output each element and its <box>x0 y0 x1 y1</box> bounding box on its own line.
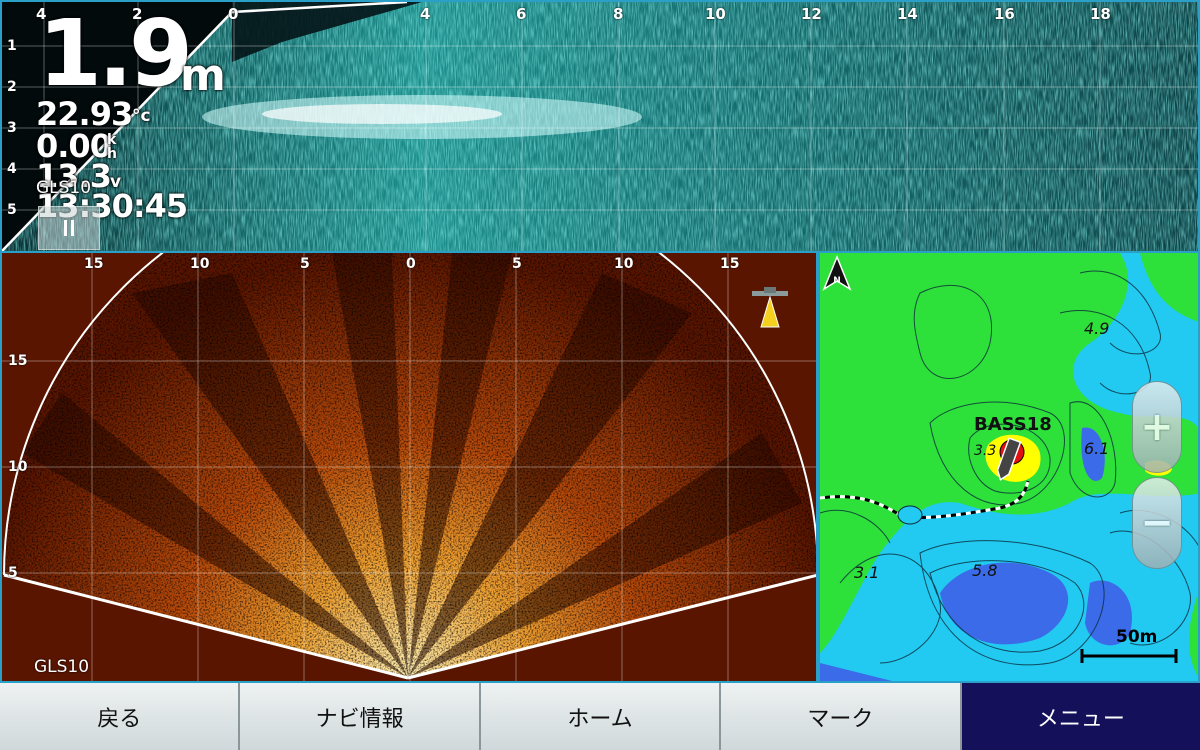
top-y-tick: 3 <box>7 120 17 136</box>
speed-unit-top: k <box>107 132 117 148</box>
north-arrow-icon[interactable]: N <box>820 253 854 293</box>
chart-map-pane[interactable]: 4.9 6.1 3.3 5.8 3.1 BASS18 50m N + − <box>818 253 1200 683</box>
zoom-out-icon: − <box>1140 500 1174 546</box>
zoom-in-button[interactable]: + <box>1132 381 1182 473</box>
fan-x-tick: 5 <box>300 256 310 272</box>
mark-button[interactable]: マーク <box>721 683 962 750</box>
back-button[interactable]: 戻る <box>0 683 241 750</box>
sonar-echo-background <box>2 2 1198 251</box>
top-x-tick: 18 <box>1090 5 1111 23</box>
water-temp-readout: 22.93 <box>36 95 133 133</box>
top-y-tick: 2 <box>7 79 17 95</box>
voltage-unit: v <box>110 172 122 192</box>
contour-map <box>820 253 1198 681</box>
side-view-sonar-pane[interactable]: 4 2 0 4 6 8 10 12 14 16 18 1 2 3 4 5 1.9… <box>0 0 1200 253</box>
top-x-tick: 14 <box>897 5 918 23</box>
fan-y-tick: 5 <box>8 565 18 581</box>
home-button[interactable]: ホーム <box>480 683 722 750</box>
top-x-tick: 8 <box>613 5 624 23</box>
top-x-tick: 6 <box>516 5 527 23</box>
svg-text:N: N <box>833 276 841 286</box>
depth-readout: 1.9 <box>38 0 193 107</box>
top-x-tick: 2 <box>132 5 143 23</box>
nav-info-button[interactable]: ナビ情報 <box>240 683 481 750</box>
top-x-tick: 4 <box>36 5 47 23</box>
pause-icon <box>62 220 76 236</box>
fan-x-tick: 0 <box>406 256 416 272</box>
scale-label: 50m <box>1116 627 1158 647</box>
top-y-tick: 5 <box>7 202 17 218</box>
top-x-tick: 12 <box>801 5 822 23</box>
top-y-tick: 4 <box>7 161 17 177</box>
front-view-sonar-pane[interactable]: 15 10 5 0 5 10 15 15 10 5 GLS10 <box>0 253 818 683</box>
speed-unit-bottom: h <box>107 146 117 162</box>
fan-x-tick: 5 <box>512 256 522 272</box>
fan-y-tick: 15 <box>8 353 28 369</box>
pause-button[interactable] <box>38 206 100 250</box>
contour-depth-label: 6.1 <box>1084 439 1110 458</box>
fan-x-tick: 10 <box>614 256 634 272</box>
fan-x-tick: 10 <box>190 256 210 272</box>
transducer-icon <box>752 287 788 328</box>
fan-sonar-graphic <box>2 253 816 681</box>
fan-source-label: GLS10 <box>34 657 90 677</box>
contour-depth-label: 4.9 <box>1084 319 1110 338</box>
water-temp-unit: °c <box>132 106 151 126</box>
top-x-tick: 4 <box>420 5 431 23</box>
contour-depth-label: 5.8 <box>972 561 998 580</box>
zoom-out-button[interactable]: − <box>1132 477 1182 569</box>
top-x-tick: 16 <box>994 5 1015 23</box>
contour-depth-label: 3.1 <box>854 563 880 582</box>
menu-button[interactable]: メニュー <box>961 683 1200 750</box>
fan-x-tick: 15 <box>720 256 740 272</box>
fan-x-tick: 15 <box>84 256 104 272</box>
voltage-readout: 13.3 <box>36 157 112 195</box>
speed-readout: 0.00 <box>36 127 112 165</box>
top-x-tick: 0 <box>228 5 239 23</box>
top-source-label: GLS10 <box>36 178 92 198</box>
bottom-button-bar: 戻る ナビ情報 ホーム マーク メニュー <box>0 683 1200 750</box>
top-x-tick: 10 <box>705 5 726 23</box>
waypoint-label[interactable]: BASS18 <box>974 414 1052 435</box>
depth-unit: m <box>180 50 226 101</box>
fan-y-tick: 10 <box>8 459 28 475</box>
zoom-in-icon: + <box>1140 404 1174 450</box>
top-y-tick: 1 <box>7 38 17 54</box>
contour-depth-label: 3.3 <box>974 443 997 459</box>
